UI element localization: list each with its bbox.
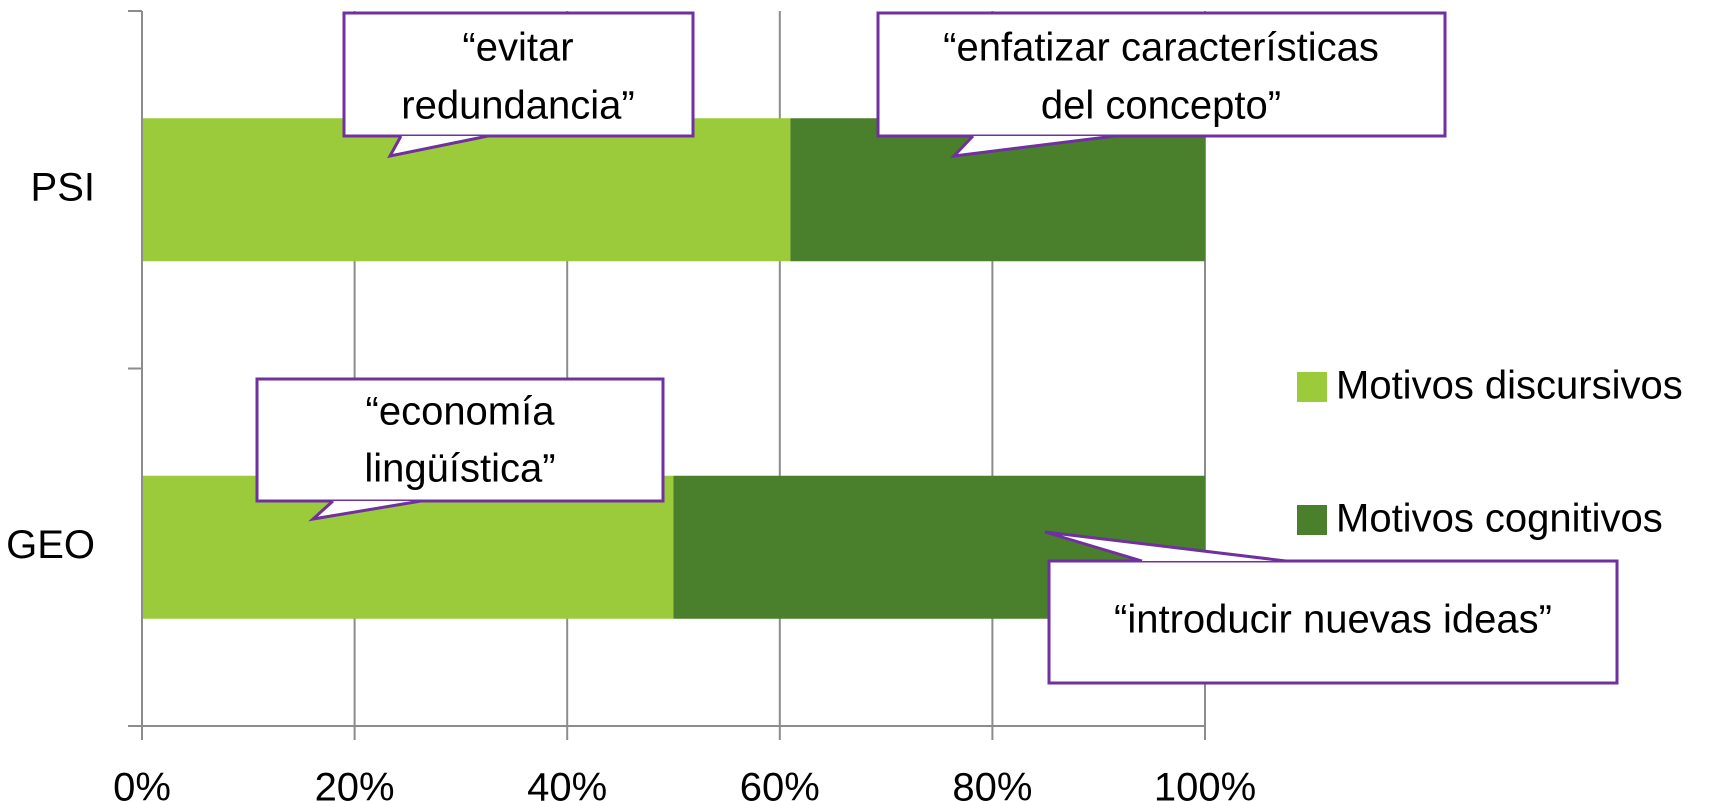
y-tick-label: GEO <box>6 523 95 567</box>
callout-text: lingüística” <box>364 447 555 491</box>
bar-segment <box>142 118 791 262</box>
callout-text: “introducir nuevas ideas” <box>1114 598 1552 642</box>
callout-box <box>1047 559 1619 685</box>
legend-label: Motivos discursivos <box>1336 364 1683 408</box>
legend-label: Motivos cognitivos <box>1336 497 1663 541</box>
legend-swatch <box>1297 372 1327 402</box>
x-tick-label: 80% <box>952 766 1032 801</box>
x-tick-label: 60% <box>740 766 820 801</box>
callout-box <box>255 377 665 503</box>
callout-pointer-edge <box>950 134 1116 159</box>
callout-text: “enfatizar características <box>943 26 1379 70</box>
x-tick-label: 100% <box>1154 766 1256 801</box>
callout-text: “economía <box>366 390 556 434</box>
callout-text: redundancia” <box>401 84 635 128</box>
legend-swatch <box>1297 505 1327 535</box>
x-tick-label: 40% <box>527 766 607 801</box>
y-tick-label: PSI <box>31 165 95 209</box>
callout-pointer-edge <box>387 134 489 159</box>
callout-pointer-edge <box>308 499 422 522</box>
callout-box <box>876 11 1447 138</box>
callout-text: del concepto” <box>1041 84 1281 128</box>
x-tick-label: 20% <box>315 766 395 801</box>
callout-text: “evitar <box>462 26 573 70</box>
callout-pointer-edge <box>1044 530 1287 563</box>
x-tick-label: 0% <box>113 766 171 801</box>
callout-box <box>342 11 695 138</box>
